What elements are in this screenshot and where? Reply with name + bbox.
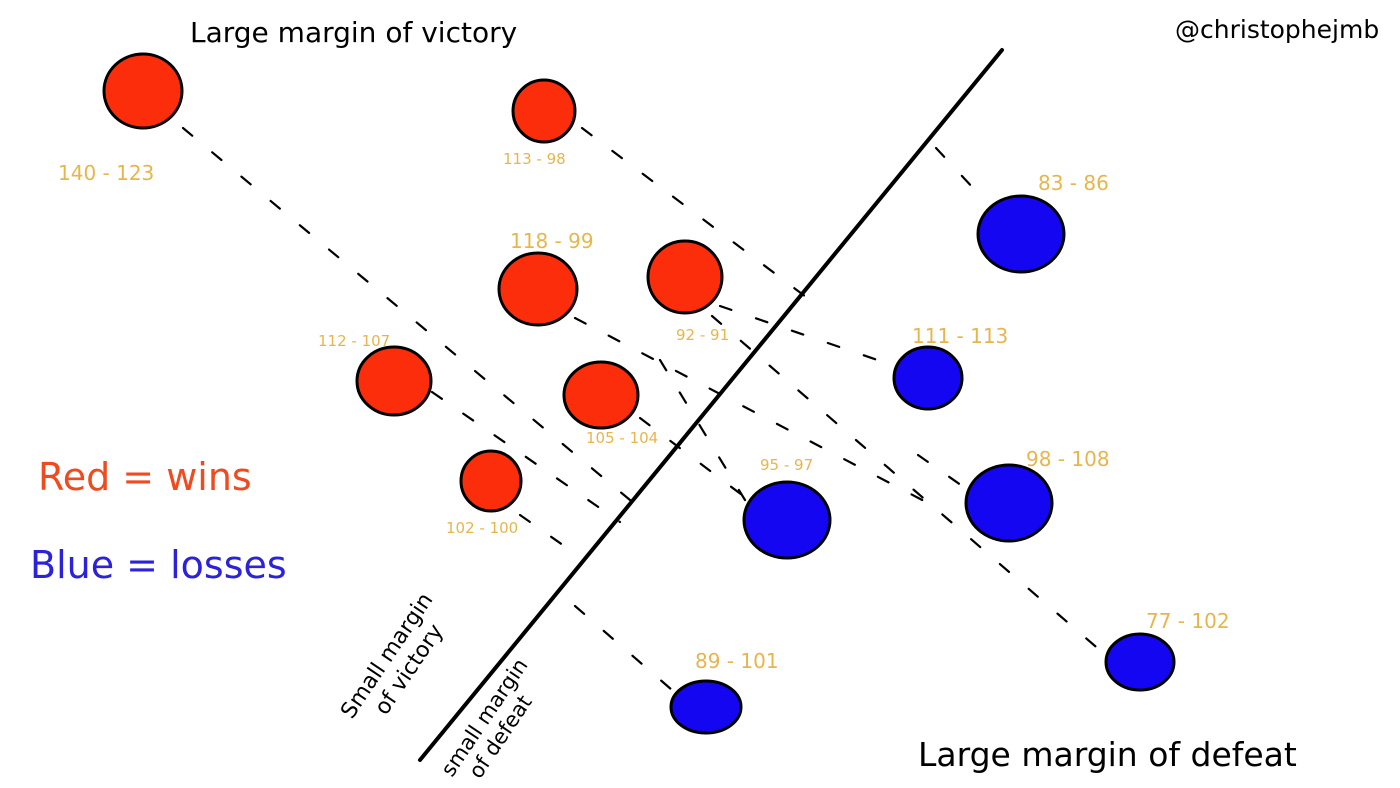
score-label-g12: 89 - 101 — [695, 649, 779, 673]
score-label-g7: 102 - 100 — [446, 519, 518, 537]
score-label-g4: 92 - 91 — [676, 326, 729, 344]
game-circles — [102, 52, 1176, 735]
game-dot-g3 — [497, 251, 579, 327]
dash-g4 — [718, 304, 894, 367]
dash-g7 — [518, 513, 572, 552]
game-dot-g4 — [646, 239, 724, 315]
game-dot-g12 — [669, 679, 743, 735]
author-handle: @christophejmb — [1175, 15, 1379, 44]
game-dot-g5 — [355, 345, 433, 417]
game-dot-g2 — [511, 78, 577, 144]
score-label-g10: 95 - 97 — [760, 456, 813, 474]
score-label-g9: 111 - 113 — [912, 324, 1008, 348]
score-label-g5: 112 - 107 — [318, 332, 390, 350]
game-dot-g10 — [742, 480, 832, 560]
dash-g2 — [580, 126, 812, 302]
score-label-g6: 105 - 104 — [586, 429, 658, 447]
game-dot-g13 — [1104, 632, 1176, 692]
game-dot-g8 — [976, 194, 1066, 274]
legend-wins: Red = wins — [38, 455, 252, 499]
dash-g11 — [916, 453, 970, 492]
dash-g8 — [934, 146, 989, 205]
score-label-g3: 118 - 99 — [510, 229, 594, 253]
score-labels: 140 - 123 113 - 98 118 - 99 92 - 91 112 … — [58, 150, 1230, 673]
score-label-g13: 77 - 102 — [1146, 609, 1230, 633]
top-title: Large margin of victory — [190, 16, 517, 49]
legend-losses: Blue = losses — [30, 543, 287, 587]
dash-g12 — [573, 604, 674, 692]
bottom-title: Large margin of defeat — [918, 735, 1297, 774]
score-label-g2: 113 - 98 — [503, 150, 566, 168]
divider-line — [418, 48, 1004, 762]
dash-g13 — [710, 314, 1104, 654]
dash-g5 — [430, 390, 622, 524]
game-dot-g6 — [562, 360, 640, 430]
dash-g3 — [573, 316, 947, 514]
score-label-g1: 140 - 123 — [58, 161, 154, 185]
dash-g10b — [658, 358, 747, 502]
score-label-g8: 83 - 86 — [1038, 171, 1109, 195]
score-label-g11: 98 - 108 — [1026, 447, 1110, 471]
game-dot-g9 — [892, 345, 964, 411]
dashed-leaders — [181, 126, 1104, 692]
game-dot-g7 — [459, 449, 523, 513]
game-dot-g11 — [964, 463, 1054, 543]
game-dot-g1 — [102, 52, 184, 130]
small-victory-label: Small margin of victory — [336, 589, 449, 724]
